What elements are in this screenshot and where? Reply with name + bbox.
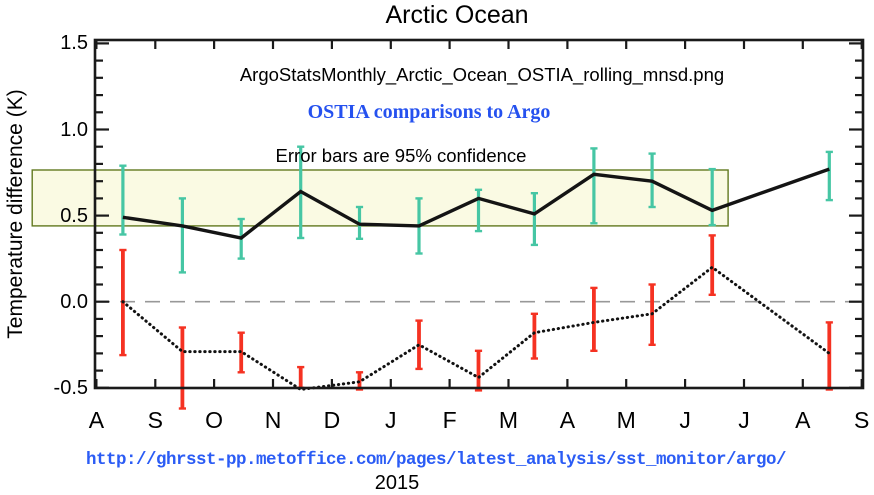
y-tick-label-0.5: 0.5 [60, 204, 88, 227]
y-tick-label--0.5: -0.5 [53, 376, 88, 399]
x-tick-label-7-M: M [498, 407, 519, 433]
filename-annotation: ArgoStatsMonthly_Arctic_Ocean_OSTIA_roll… [239, 64, 725, 85]
subtitle-annotation: OSTIA comparisons to Argo [307, 101, 551, 123]
y-tick-label-1.0: 1.0 [60, 118, 88, 141]
x-tick-label-9-M: M [616, 407, 636, 433]
highlight-region [31, 169, 729, 227]
x-tick-label-12-A: A [795, 407, 811, 433]
x-tick-label-10-J: J [679, 407, 691, 433]
y-tick-label-1.5: 1.5 [60, 32, 88, 55]
x-tick-label-3-N: N [264, 407, 282, 433]
y-tick-label-0.0: 0.0 [60, 290, 88, 313]
x-tick-label-6-F: F [442, 407, 457, 433]
x-tick-label-0-A: A [88, 407, 105, 433]
x-tick-label-2-O: O [205, 407, 224, 433]
dotted-errorbars [119, 234, 833, 410]
chart-title: Arctic Ocean [385, 1, 529, 29]
year-label: 2015 [374, 472, 420, 494]
source-url-link[interactable]: http://ghrsst-pp.metoffice.com/pages/lat… [85, 450, 787, 470]
axis-ticks [95, 40, 863, 389]
x-tick-label-5-J: J [385, 407, 397, 433]
solid-errorbars [119, 145, 833, 274]
dotted-series-line [121, 265, 831, 392]
x-tick-label-4-D: D [323, 407, 341, 433]
x-tick-label-11-J: J [738, 407, 750, 433]
x-tick-label-1-S: S [147, 407, 163, 433]
plot-frame [93, 38, 865, 390]
x-tick-label-13-S: S [854, 407, 870, 433]
errorbar-note: Error bars are 95% confidence [275, 145, 527, 166]
x-tick-label-8-A: A [559, 407, 576, 433]
solid-series-line [122, 167, 830, 240]
